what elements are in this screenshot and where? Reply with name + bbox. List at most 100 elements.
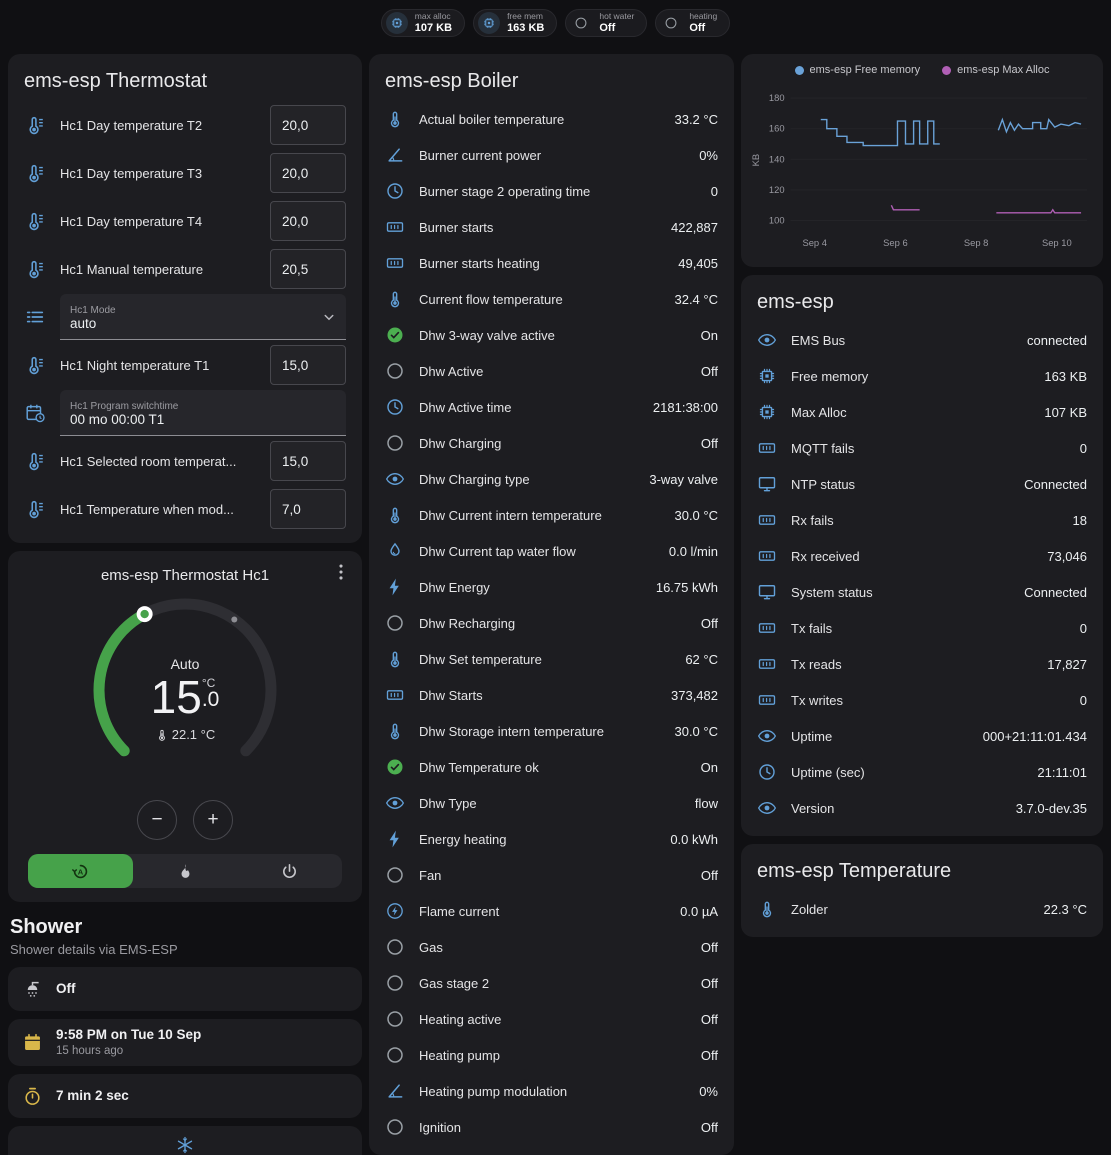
boiler-row-dhw-charging[interactable]: Dhw Charging Off	[369, 425, 734, 461]
hc1-program-switchtime-input[interactable]: Hc1 Program switchtime 00 mo 00:00 T1	[60, 390, 346, 436]
decrease-temperature-button[interactable]: −	[137, 800, 177, 840]
entity-value: Off	[700, 1011, 718, 1027]
emsesp-row-tx-writes[interactable]: Tx writes 0	[741, 682, 1103, 718]
hc1-day-temperature-t4-input[interactable]: 20,0	[270, 201, 346, 241]
hvac-mode-off-button[interactable]	[237, 854, 342, 888]
boiler-row-dhw-storage-intern-temperature[interactable]: Dhw Storage intern temperature 30.0 °C	[369, 713, 734, 749]
monitor-icon	[757, 582, 777, 602]
hc1-manual-temperature-input[interactable]: 20,5	[270, 249, 346, 289]
status-chip-max-alloc[interactable]: max alloc 107 KB	[380, 9, 466, 37]
boiler-row-gas-stage-2[interactable]: Gas stage 2 Off	[369, 965, 734, 1001]
entity-label: Heating active	[419, 1011, 502, 1027]
emsesp-row-ntp-status[interactable]: NTP status Connected	[741, 466, 1103, 502]
history-chart[interactable]: 100 120 140 160 180 Sep 4 Sep 6 Sep 8 Sep 10 KB	[749, 78, 1095, 256]
emsesp-row-version[interactable]: Version 3.7.0-dev.35	[741, 790, 1103, 826]
emsesp-row-tx-reads[interactable]: Tx reads 17,827	[741, 646, 1103, 682]
shower-card-9-58-pm-on-tue-10-sep[interactable]: 9:58 PM on Tue 10 Sep 15 hours ago	[8, 1019, 362, 1067]
boiler-row-dhw-starts[interactable]: Dhw Starts 373,482	[369, 677, 734, 713]
boiler-row-heating-pump[interactable]: Heating pump Off	[369, 1037, 734, 1073]
hc1-temperature-when-mod-input[interactable]: 7,0	[270, 489, 346, 529]
thermostat-dial[interactable]: Auto 15 °C .0 22.1 °C	[77, 586, 293, 798]
boiler-row-dhw-current-intern-temperature[interactable]: Dhw Current intern temperature 30.0 °C	[369, 497, 734, 533]
shower-section: Shower Shower details via EMS-ESP	[8, 910, 362, 959]
shower-card-7-min-2-sec[interactable]: 7 min 2 sec	[8, 1074, 362, 1119]
boiler-row-actual-boiler-temperature[interactable]: Actual boiler temperature 33.2 °C	[369, 101, 734, 137]
entity-label: Tx reads	[791, 656, 842, 672]
chip-label: max alloc	[414, 10, 451, 21]
entity-value: 422,887	[671, 219, 718, 235]
shower-cards: Off 9:58 PM on Tue 10 Sep 15 hours ago 7 mi…	[8, 967, 362, 1119]
chip-label: heating	[689, 10, 718, 21]
emsesp-row-system-status[interactable]: System status Connected	[741, 574, 1103, 610]
emsesp-row-uptime-sec[interactable]: Uptime (sec) 21:11:01	[741, 754, 1103, 790]
shower-value: 7 min 2 sec	[56, 1087, 129, 1103]
status-chip-free-mem[interactable]: free mem 163 KB	[473, 9, 558, 37]
boiler-row-fan[interactable]: Fan Off	[369, 857, 734, 893]
boiler-row-dhw-recharging[interactable]: Dhw Recharging Off	[369, 605, 734, 641]
boiler-row-ignition[interactable]: Ignition Off	[369, 1109, 734, 1145]
circle-icon	[385, 361, 405, 381]
boiler-row-dhw-set-temperature[interactable]: Dhw Set temperature 62 °C	[369, 641, 734, 677]
check-circle-icon	[385, 325, 405, 345]
boiler-row-gas[interactable]: Gas Off	[369, 929, 734, 965]
svg-text:120: 120	[769, 184, 785, 195]
boiler-row-burner-starts-heating[interactable]: Burner starts heating 49,405	[369, 245, 734, 281]
boiler-row-dhw-charging-type[interactable]: Dhw Charging type 3-way valve	[369, 461, 734, 497]
hvac-mode-auto-button[interactable]: A	[28, 854, 133, 888]
left-column: ems-esp Thermostat Hc1 Day temperature T…	[8, 54, 362, 1155]
emsesp-row-rx-received[interactable]: Rx received 73,046	[741, 538, 1103, 574]
truncated-card[interactable]	[8, 1126, 362, 1155]
legend-item-ems-esp-max-alloc[interactable]: ems-esp Max Alloc	[942, 64, 1049, 76]
emsesp-row-max-alloc[interactable]: Max Alloc 107 KB	[741, 394, 1103, 430]
hc1-selected-room-temperat-input[interactable]: 15,0	[270, 441, 346, 481]
boiler-row-dhw-active[interactable]: Dhw Active Off	[369, 353, 734, 389]
boiler-row-burner-starts[interactable]: Burner starts 422,887	[369, 209, 734, 245]
entity-label: Actual boiler temperature	[419, 111, 565, 127]
shower-card-off[interactable]: Off	[8, 967, 362, 1011]
boiler-row-energy-heating[interactable]: Energy heating 0.0 kWh	[369, 821, 734, 857]
boiler-row-current-flow-temperature[interactable]: Current flow temperature 32.4 °C	[369, 281, 734, 317]
emsesp-row-mqtt-fails[interactable]: MQTT fails 0	[741, 430, 1103, 466]
more-options-icon[interactable]	[330, 561, 352, 583]
emsesp-row-ems-bus[interactable]: EMS Bus connected	[741, 322, 1103, 358]
counter-icon	[757, 510, 777, 530]
hc1-day-temperature-t2-input[interactable]: 20,0	[270, 105, 346, 145]
thermometer-lines-icon	[24, 162, 46, 184]
boiler-row-dhw-current-tap-water-flow[interactable]: Dhw Current tap water flow 0.0 l/min	[369, 533, 734, 569]
emsesp-row-uptime[interactable]: Uptime 000+21:11:01.434	[741, 718, 1103, 754]
entity-value: 163 KB	[1044, 368, 1087, 384]
emsesp-row-tx-fails[interactable]: Tx fails 0	[741, 610, 1103, 646]
boiler-row-heating-pump-modulation[interactable]: Heating pump modulation 0%	[369, 1073, 734, 1109]
boiler-row-dhw-type[interactable]: Dhw Type flow	[369, 785, 734, 821]
entity-label: Gas	[419, 939, 443, 955]
status-chip-heating[interactable]: heating Off	[655, 9, 731, 37]
thermometer-icon	[385, 505, 405, 525]
legend-item-ems-esp-free-memory[interactable]: ems-esp Free memory	[794, 64, 920, 76]
setting-label: Hc1 Manual temperature	[60, 261, 204, 277]
emsesp-row-free-memory[interactable]: Free memory 163 KB	[741, 358, 1103, 394]
hc1-day-temperature-t3-input[interactable]: 20,0	[270, 153, 346, 193]
hvac-mode-heat-button[interactable]	[133, 854, 238, 888]
boiler-row-heating-active[interactable]: Heating active Off	[369, 1001, 734, 1037]
status-chip-hot-water[interactable]: hot water Off	[565, 9, 648, 37]
boiler-row-burner-current-power[interactable]: Burner current power 0%	[369, 137, 734, 173]
boiler-row-dhw-active-time[interactable]: Dhw Active time 2181:38:00	[369, 389, 734, 425]
svg-text:160: 160	[769, 123, 785, 134]
boiler-row-flame-current[interactable]: Flame current 0.0 µA	[369, 893, 734, 929]
hc1-mode-select[interactable]: Hc1 Mode auto	[60, 294, 346, 340]
boiler-row-dhw-temperature-ok[interactable]: Dhw Temperature ok On	[369, 749, 734, 785]
entity-label: Dhw Starts	[419, 687, 483, 703]
temperature-row-zolder[interactable]: Zolder 22.3 °C	[741, 891, 1103, 927]
boiler-row-dhw-energy[interactable]: Dhw Energy 16.75 kWh	[369, 569, 734, 605]
emsesp-row-rx-fails[interactable]: Rx fails 18	[741, 502, 1103, 538]
boiler-row-dhw-3-way-valve-active[interactable]: Dhw 3-way valve active On	[369, 317, 734, 353]
boiler-row-burner-stage-2-operating-time[interactable]: Burner stage 2 operating time 0	[369, 173, 734, 209]
hvac-mode-label: Auto	[170, 656, 200, 672]
hc1-night-temperature-t1-input[interactable]: 15,0	[270, 345, 346, 385]
increase-temperature-button[interactable]: +	[193, 800, 233, 840]
shower-section-title: Shower	[10, 916, 83, 938]
entity-label: System status	[791, 584, 873, 600]
entity-label: Dhw Type	[419, 795, 477, 811]
entity-label: Dhw 3-way valve active	[419, 327, 555, 343]
entity-label: Dhw Recharging	[419, 615, 516, 631]
